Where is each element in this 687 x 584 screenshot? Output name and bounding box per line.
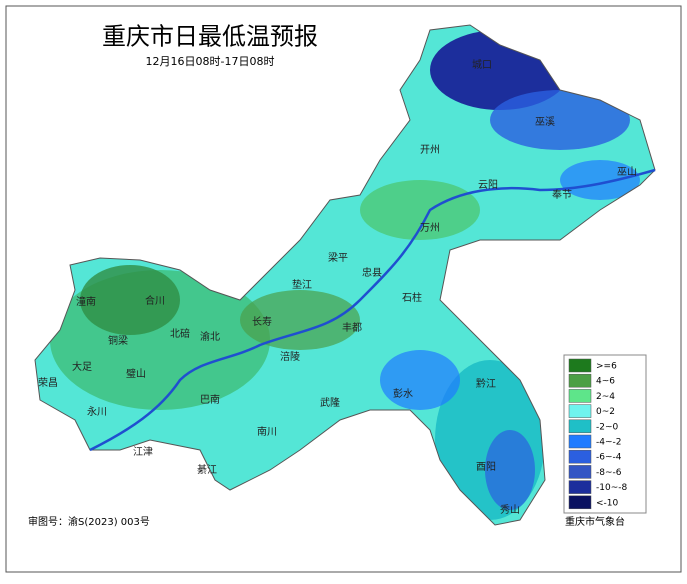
place-label: 荣昌: [38, 377, 58, 389]
legend-swatch: [568, 480, 592, 494]
legend-swatch: [568, 449, 592, 464]
legend-swatch: [568, 358, 592, 373]
place-label: 武隆: [320, 396, 340, 409]
place-label: 綦江: [197, 463, 217, 476]
legend-swatch: [568, 434, 592, 449]
place-label: 长寿: [252, 315, 272, 328]
place-label: 大足: [72, 360, 92, 373]
place-label: 合川: [145, 294, 165, 307]
legend-swatch: [568, 495, 592, 510]
place-label: 永川: [87, 405, 107, 418]
legend-label: -2~0: [596, 422, 619, 432]
place-label: 潼南: [76, 295, 96, 308]
place-label: 秀山: [500, 504, 520, 516]
subtitle: 12月16日08时-17日08时: [146, 55, 275, 68]
legend-label: 2~4: [596, 392, 615, 402]
legend-label: -8~-6: [596, 468, 622, 478]
place-label: 万州: [420, 222, 440, 234]
place-label: 石柱: [402, 291, 422, 304]
place-label: 梁平: [328, 251, 348, 264]
place-label: 开州: [420, 144, 440, 156]
place-label: 云阳: [478, 179, 498, 191]
issuer: 重庆市气象台: [565, 515, 625, 528]
yangtze-river: [89, 168, 656, 452]
title: 重庆市日最低温预报: [102, 23, 318, 51]
place-label: 酉阳: [476, 461, 496, 473]
place-label: 渝北: [200, 330, 220, 343]
legend-label: -4~-2: [596, 438, 622, 448]
place-label: 巫山: [617, 166, 637, 178]
approval-number: 审图号：渝S(2023) 003号: [28, 515, 150, 528]
place-label: 忠县: [362, 267, 382, 279]
place-label: 涪陵: [280, 350, 300, 363]
place-label: 黔江: [476, 377, 496, 390]
legend-label: 0~2: [596, 407, 615, 417]
legend-label: <-10: [596, 498, 619, 508]
place-label: 南川: [257, 425, 277, 438]
place-label: 奉节: [552, 188, 572, 201]
place-label: 江津: [133, 446, 153, 458]
legend-label: -6~-4: [596, 453, 622, 463]
place-label: 城口: [472, 59, 492, 71]
place-label: 铜梁: [108, 334, 128, 347]
legend-label: >=6: [596, 362, 617, 372]
place-label: 丰都: [342, 321, 362, 334]
legend-label: -10~-8: [596, 483, 627, 493]
legend-swatch: [568, 465, 592, 479]
place-label: 巴南: [200, 393, 220, 406]
legend-label: 4~6: [596, 377, 615, 387]
place-label: 璧山: [126, 367, 146, 380]
place-label: 彭水: [393, 387, 413, 400]
legend-swatch: [568, 389, 592, 403]
legend-swatch: [568, 404, 592, 418]
legend-swatch: [568, 373, 592, 388]
place-label: 北碚: [170, 327, 190, 340]
legend-swatch: [568, 419, 592, 434]
place-label: 垫江: [292, 278, 312, 291]
place-label: 巫溪: [535, 116, 555, 128]
